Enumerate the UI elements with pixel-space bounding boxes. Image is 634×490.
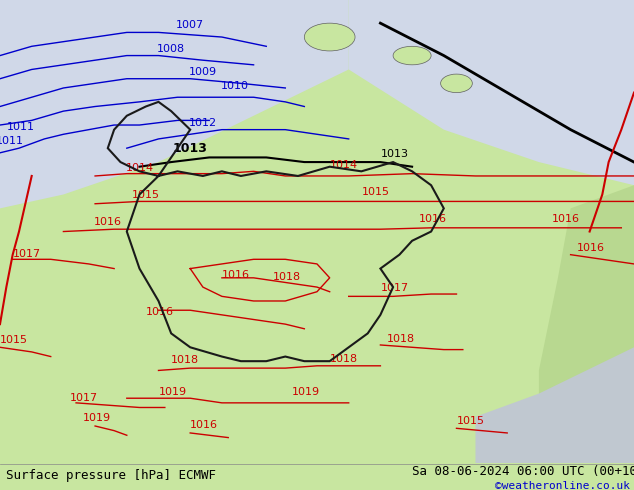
Text: 1011: 1011 — [0, 136, 23, 146]
Text: 1007: 1007 — [176, 21, 204, 30]
Text: 1017: 1017 — [13, 249, 41, 259]
Text: 1018: 1018 — [330, 354, 358, 364]
Text: Sa 08-06-2024 06:00 UTC (00+102): Sa 08-06-2024 06:00 UTC (00+102) — [412, 465, 634, 478]
Text: ©weatheronline.co.uk: ©weatheronline.co.uk — [495, 481, 630, 490]
Text: 1009: 1009 — [189, 67, 217, 77]
Ellipse shape — [441, 74, 472, 93]
Text: 1010: 1010 — [221, 81, 249, 91]
Text: 1019: 1019 — [82, 414, 110, 423]
Text: Surface pressure [hPa] ECMWF: Surface pressure [hPa] ECMWF — [6, 468, 216, 482]
Text: 1015: 1015 — [132, 191, 160, 200]
Text: 1017: 1017 — [70, 392, 98, 403]
FancyBboxPatch shape — [0, 0, 634, 463]
Text: 1018: 1018 — [171, 355, 199, 366]
Text: 1013: 1013 — [380, 149, 408, 159]
Text: 1015: 1015 — [0, 335, 28, 344]
Text: 1013: 1013 — [172, 142, 208, 155]
Text: 1015: 1015 — [456, 416, 484, 426]
Ellipse shape — [304, 23, 355, 51]
Text: 1019: 1019 — [292, 387, 320, 396]
Text: 1016: 1016 — [577, 243, 605, 253]
Polygon shape — [476, 347, 634, 463]
Text: 1016: 1016 — [552, 214, 579, 224]
Polygon shape — [349, 0, 634, 185]
Text: 1016: 1016 — [94, 217, 122, 227]
FancyBboxPatch shape — [0, 463, 634, 490]
Text: 1019: 1019 — [158, 387, 186, 396]
Text: 1014: 1014 — [126, 163, 153, 172]
Text: 1015: 1015 — [361, 187, 389, 197]
Text: 1014: 1014 — [330, 160, 358, 170]
Text: 1017: 1017 — [380, 283, 408, 293]
Text: 1016: 1016 — [222, 270, 250, 280]
Polygon shape — [0, 0, 349, 208]
Text: 1011: 1011 — [6, 122, 34, 132]
Text: 1016: 1016 — [146, 307, 174, 317]
Polygon shape — [539, 185, 634, 463]
Text: 1008: 1008 — [157, 44, 185, 53]
Text: 1016: 1016 — [190, 420, 218, 430]
Ellipse shape — [393, 47, 431, 65]
Text: 1018: 1018 — [273, 272, 301, 282]
Text: 1016: 1016 — [418, 214, 446, 224]
Text: 1018: 1018 — [387, 334, 415, 343]
Text: 1012: 1012 — [189, 118, 217, 128]
